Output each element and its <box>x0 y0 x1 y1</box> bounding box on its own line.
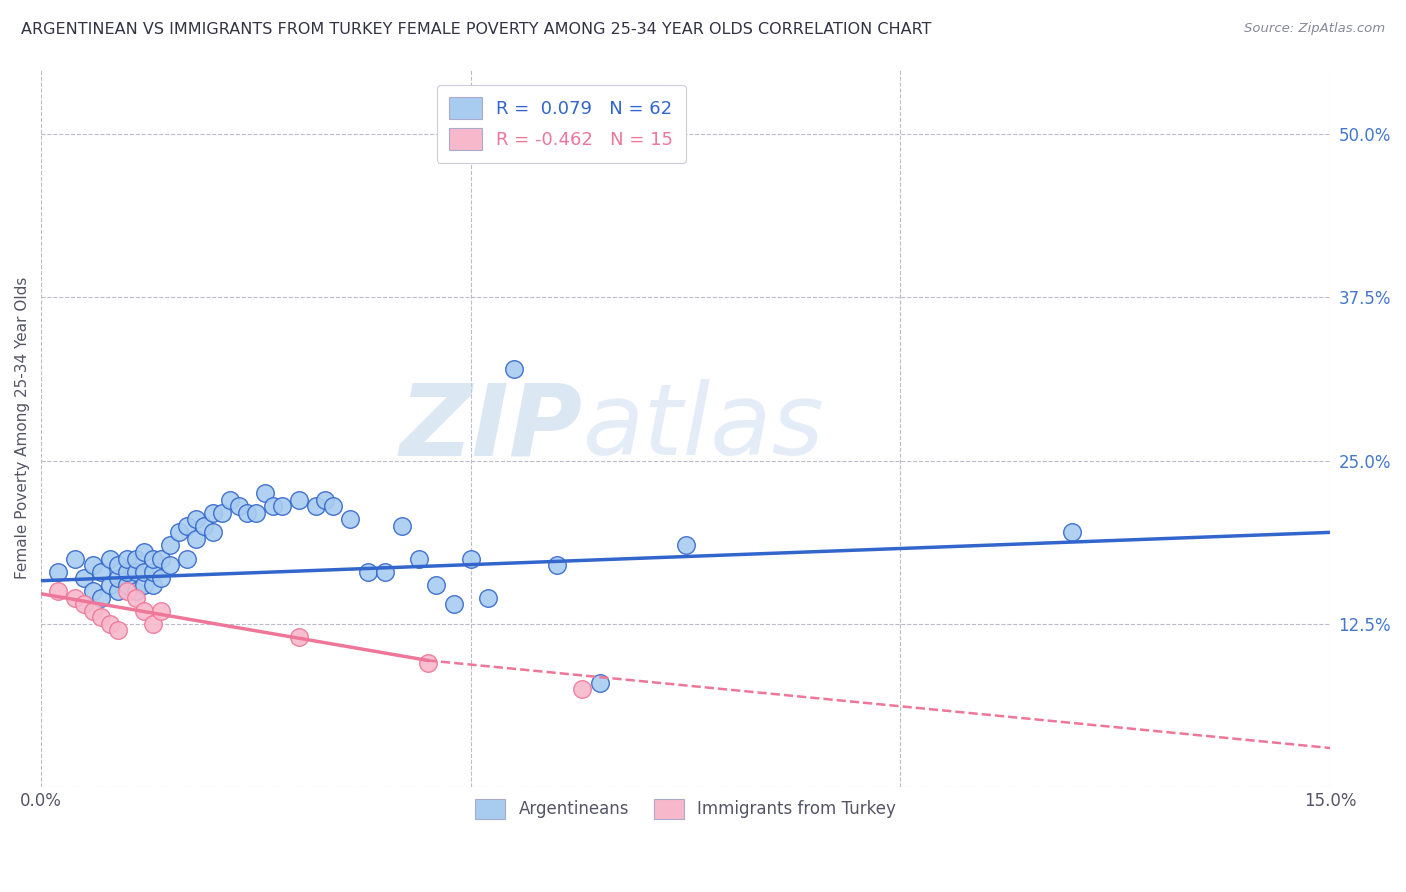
Point <box>150 571 173 585</box>
Point <box>356 565 378 579</box>
Point <box>46 584 69 599</box>
Point <box>391 519 413 533</box>
Point <box>90 591 112 605</box>
Point <box>270 500 292 514</box>
Point <box>142 616 165 631</box>
Point <box>142 565 165 579</box>
Point <box>546 558 568 572</box>
Legend: Argentineans, Immigrants from Turkey: Argentineans, Immigrants from Turkey <box>468 792 903 826</box>
Point <box>46 565 69 579</box>
Point <box>159 538 181 552</box>
Text: atlas: atlas <box>582 379 824 476</box>
Point <box>167 525 190 540</box>
Point <box>460 551 482 566</box>
Point <box>201 506 224 520</box>
Point <box>159 558 181 572</box>
Point <box>228 500 250 514</box>
Point <box>73 597 96 611</box>
Point <box>443 597 465 611</box>
Point <box>82 584 104 599</box>
Point <box>124 584 146 599</box>
Point <box>1062 525 1084 540</box>
Point <box>115 584 138 599</box>
Point <box>98 551 121 566</box>
Point <box>314 492 336 507</box>
Point <box>288 630 311 644</box>
Point <box>107 571 129 585</box>
Point <box>245 506 267 520</box>
Y-axis label: Female Poverty Among 25-34 Year Olds: Female Poverty Among 25-34 Year Olds <box>15 277 30 579</box>
Point <box>150 551 173 566</box>
Point <box>134 604 156 618</box>
Point <box>588 675 610 690</box>
Point <box>305 500 328 514</box>
Point <box>98 577 121 591</box>
Point <box>219 492 242 507</box>
Text: ARGENTINEAN VS IMMIGRANTS FROM TURKEY FEMALE POVERTY AMONG 25-34 YEAR OLDS CORRE: ARGENTINEAN VS IMMIGRANTS FROM TURKEY FE… <box>21 22 932 37</box>
Point <box>73 571 96 585</box>
Point <box>115 551 138 566</box>
Text: Source: ZipAtlas.com: Source: ZipAtlas.com <box>1244 22 1385 36</box>
Point <box>90 610 112 624</box>
Point <box>571 682 593 697</box>
Point <box>124 591 146 605</box>
Point <box>107 624 129 638</box>
Point <box>134 565 156 579</box>
Point <box>65 591 87 605</box>
Text: ZIP: ZIP <box>399 379 582 476</box>
Point <box>142 551 165 566</box>
Point <box>184 532 207 546</box>
Point <box>339 512 361 526</box>
Point <box>288 492 311 507</box>
Point <box>184 512 207 526</box>
Point <box>82 604 104 618</box>
Point <box>675 538 697 552</box>
Point <box>425 577 447 591</box>
Point <box>115 565 138 579</box>
Point <box>374 565 396 579</box>
Point <box>408 551 430 566</box>
Point <box>107 558 129 572</box>
Point <box>176 519 198 533</box>
Point <box>176 551 198 566</box>
Point <box>236 506 259 520</box>
Point <box>201 525 224 540</box>
Point <box>262 500 284 514</box>
Point <box>150 604 173 618</box>
Point <box>90 565 112 579</box>
Point <box>134 577 156 591</box>
Point <box>477 591 499 605</box>
Point <box>124 551 146 566</box>
Point <box>98 616 121 631</box>
Point <box>193 519 215 533</box>
Point <box>502 362 524 376</box>
Point <box>82 558 104 572</box>
Point <box>65 551 87 566</box>
Point <box>253 486 276 500</box>
Point <box>322 500 344 514</box>
Point <box>211 506 233 520</box>
Point <box>134 545 156 559</box>
Point <box>107 584 129 599</box>
Point <box>416 656 439 670</box>
Point <box>142 577 165 591</box>
Point <box>115 577 138 591</box>
Point <box>124 565 146 579</box>
